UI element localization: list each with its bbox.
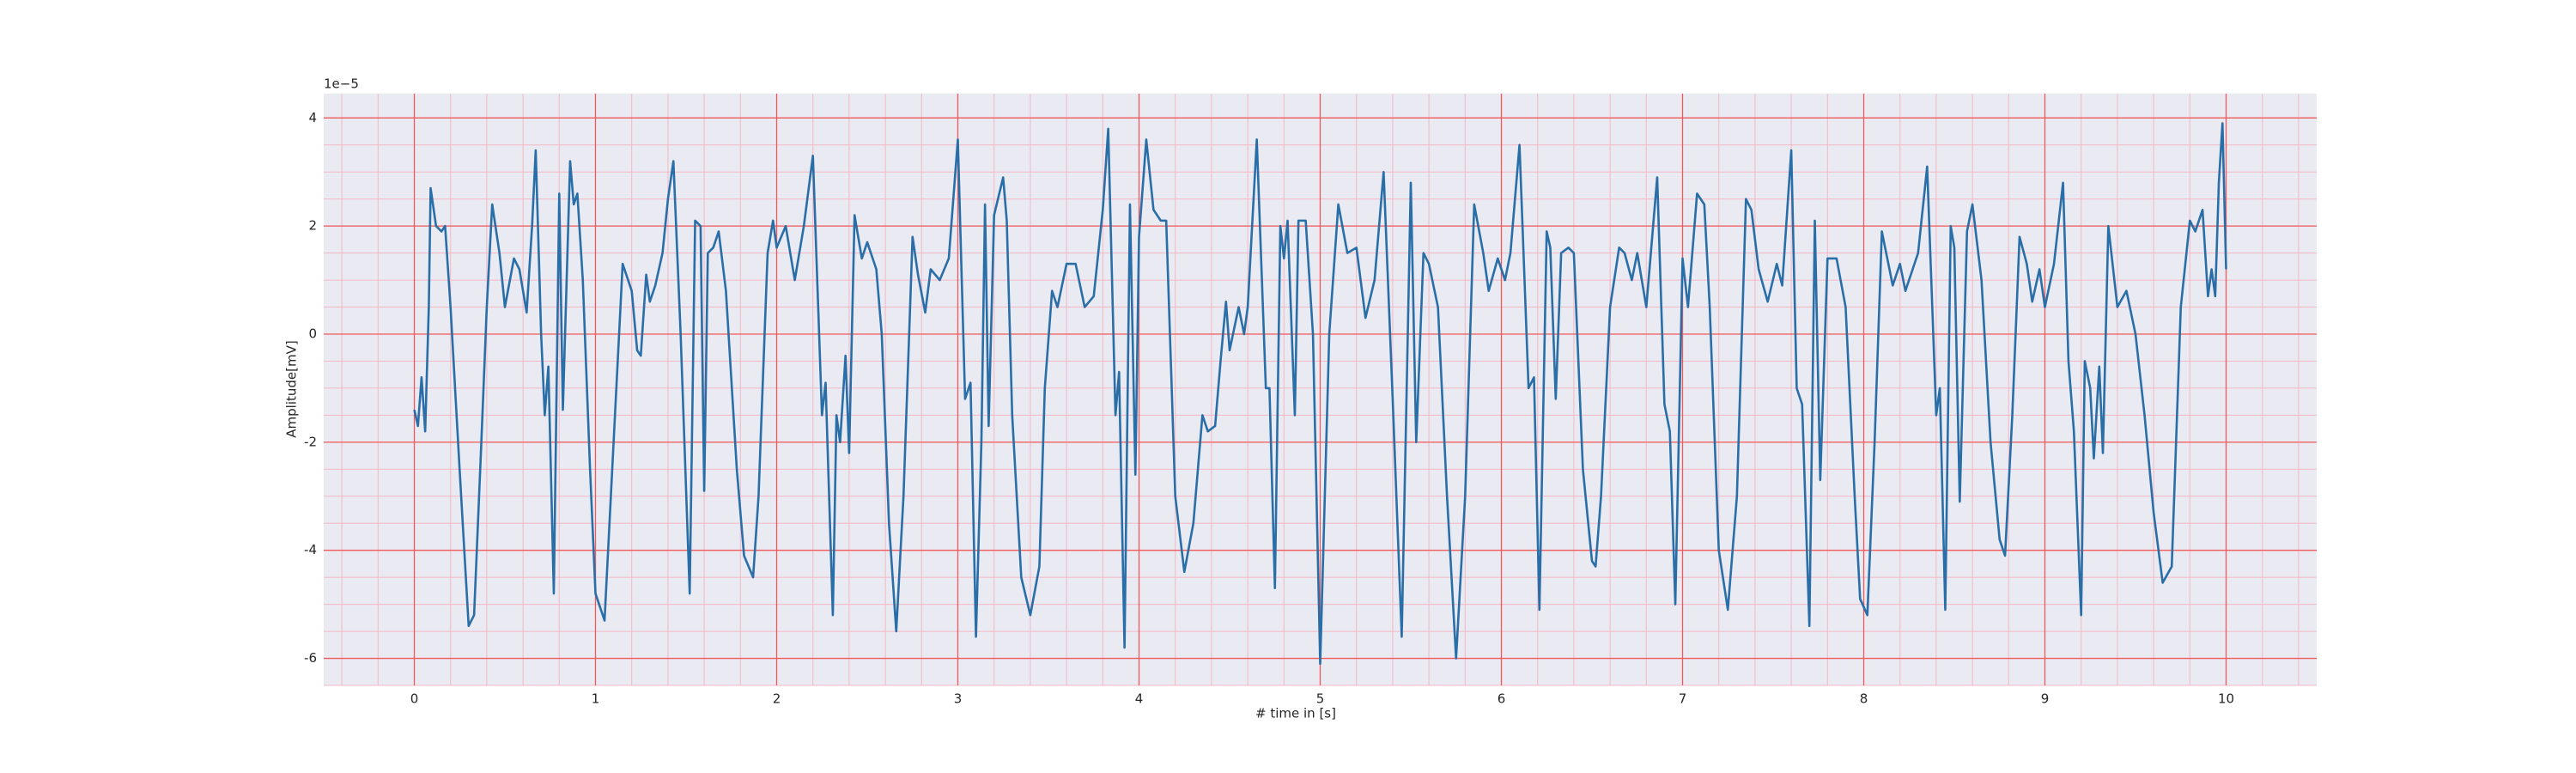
line-series [413,122,2227,666]
x-tick-label: 6 [1498,691,1506,707]
y-tick-label: -2 [304,434,317,449]
x-tick-label: 8 [1860,691,1868,707]
x-tick-label: 1 [592,691,600,707]
y-tick-label: 2 [308,218,317,234]
x-tick-label: 7 [1679,691,1687,707]
x-axis-label: # time in [s] [1255,706,1336,721]
y-axis-label: Amplitude[mV] [284,340,300,437]
x-tick-label: 9 [2041,691,2050,707]
x-tick-label: 4 [1135,691,1144,707]
y-tick-label: -6 [304,650,317,666]
y-tick-label: 0 [308,326,317,342]
y-tick-label: 4 [308,110,317,125]
x-tick-label: 2 [773,691,781,707]
x-tick-label: 10 [2218,691,2234,707]
x-tick-label: 3 [954,691,963,707]
y-tick-label: -4 [304,542,317,557]
x-tick-label: 0 [410,691,419,707]
x-tick-label: 5 [1316,691,1325,707]
y-offset-label: 1e−5 [324,76,359,92]
